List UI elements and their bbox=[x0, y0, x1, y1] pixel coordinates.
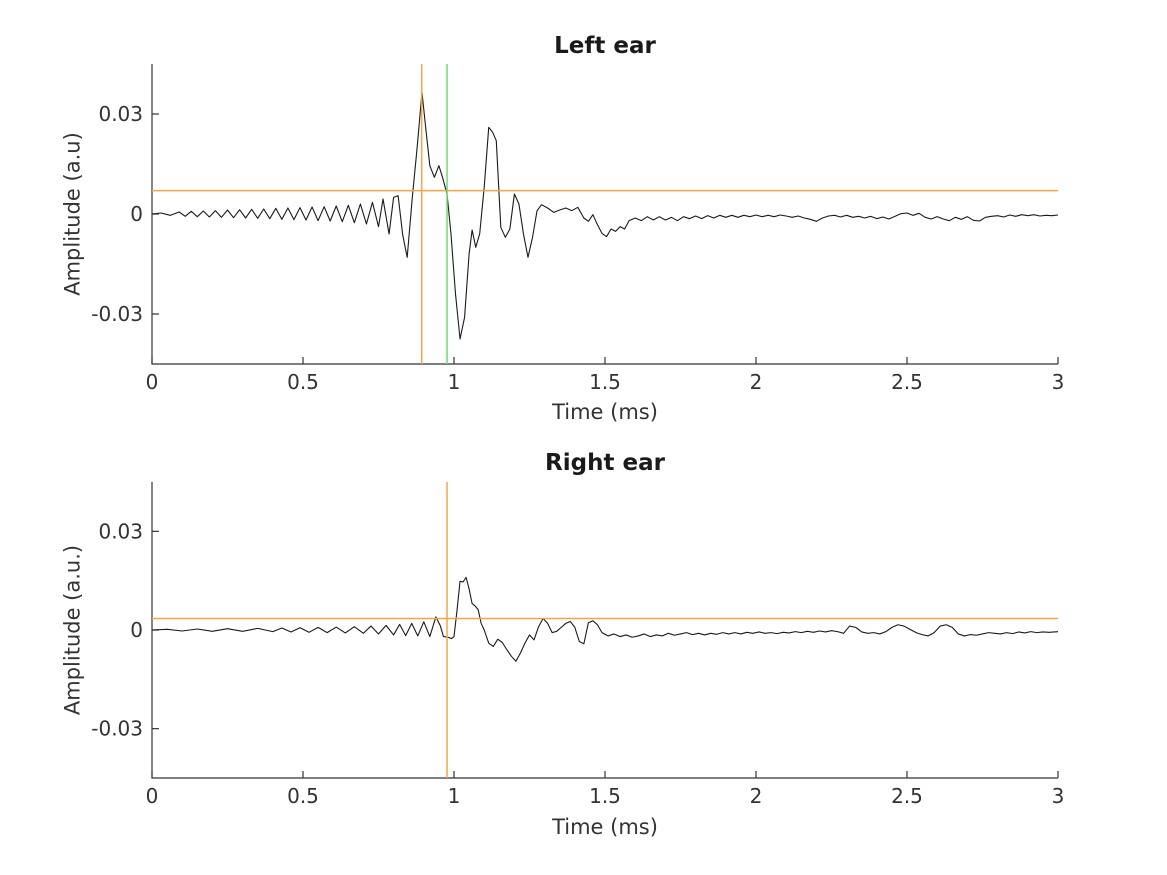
y-tick-label: -0.03 bbox=[91, 717, 143, 741]
left-ear-axes: 0 0.5 1 1.5 2 2.5 3 0.03 0 -0.03 bbox=[91, 64, 1064, 394]
y-tick-label: -0.03 bbox=[91, 302, 143, 326]
y-tick-label: 0 bbox=[130, 202, 143, 226]
x-tick-label: 0 bbox=[146, 784, 159, 808]
right-ear-title: Right ear bbox=[545, 450, 665, 476]
x-tick-label: 3 bbox=[1052, 784, 1065, 808]
x-tick-label: 2.5 bbox=[891, 784, 923, 808]
axis-spines bbox=[151, 482, 1058, 779]
left-ear-impulse-response bbox=[151, 91, 1059, 340]
x-tick-label: 0 bbox=[146, 370, 159, 394]
right-ear-y-axis-label: Amplitude (a.u.) bbox=[60, 544, 85, 716]
x-tick-label: 2.5 bbox=[891, 370, 923, 394]
y-tick-label: 0.03 bbox=[98, 519, 143, 543]
left-ear-y-axis-label: Amplitude (a.u) bbox=[60, 132, 85, 296]
x-tick-label: 1 bbox=[448, 370, 461, 394]
x-tick-label: 1.5 bbox=[589, 370, 621, 394]
x-tick-label: 2 bbox=[750, 370, 763, 394]
y-tick-label: 0 bbox=[130, 618, 143, 642]
left-ear-title: Left ear bbox=[554, 33, 656, 59]
x-tick-label: 1 bbox=[448, 784, 461, 808]
right-ear-x-axis-label: Time (ms) bbox=[552, 815, 658, 839]
axis-spines bbox=[151, 64, 1058, 365]
right-ear-axes: 0 0.5 1 1.5 2 2.5 3 0.03 0 -0.03 bbox=[91, 482, 1064, 808]
right-ear-impulse-response bbox=[151, 576, 1059, 662]
y-tick-label: 0.03 bbox=[98, 102, 143, 126]
x-tick-label: 0.5 bbox=[287, 784, 319, 808]
x-tick-label: 2 bbox=[750, 784, 763, 808]
x-tick-label: 3 bbox=[1052, 370, 1065, 394]
x-tick-label: 0.5 bbox=[287, 370, 319, 394]
x-tick-label: 1.5 bbox=[589, 784, 621, 808]
left-ear-x-axis-label: Time (ms) bbox=[552, 400, 658, 424]
